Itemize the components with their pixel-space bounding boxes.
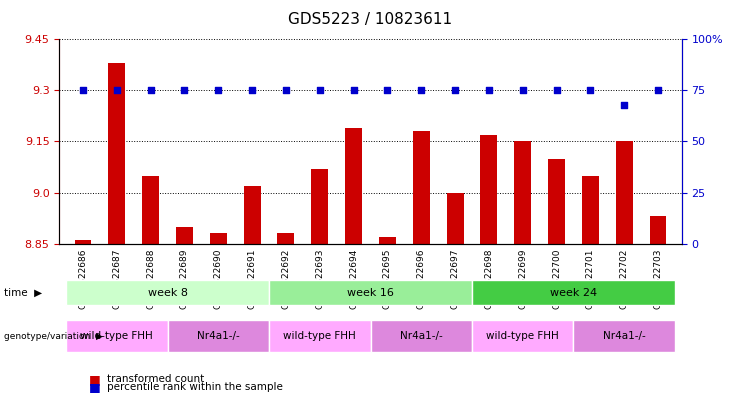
Point (516, 87, 528, 94)
Bar (480, 135, 497, 244)
Bar (650, 217, 666, 244)
Text: wild-type FHH: wild-type FHH (486, 331, 559, 341)
Text: time  ▶: time ▶ (4, 288, 41, 298)
FancyBboxPatch shape (574, 320, 675, 352)
Bar (447, 193, 464, 244)
Bar (75, 240, 91, 244)
Text: Nr4a1-/-: Nr4a1-/- (603, 331, 645, 341)
Point (111, 87, 123, 94)
Bar (548, 158, 565, 244)
Text: Nr4a1-/-: Nr4a1-/- (197, 331, 239, 341)
Bar (379, 237, 396, 244)
Text: ■: ■ (89, 373, 101, 386)
Text: transformed count: transformed count (107, 374, 205, 384)
Text: GDS5223 / 10823611: GDS5223 / 10823611 (288, 12, 453, 27)
Point (618, 101, 630, 108)
Point (483, 87, 495, 94)
Point (415, 87, 427, 94)
Text: wild-type FHH: wild-type FHH (81, 331, 153, 341)
Bar (142, 176, 159, 244)
Text: week 8: week 8 (147, 288, 187, 298)
Point (144, 87, 156, 94)
FancyBboxPatch shape (66, 281, 269, 305)
Bar (616, 141, 633, 244)
Text: percentile rank within the sample: percentile rank within the sample (107, 382, 283, 392)
Point (551, 87, 562, 94)
Bar (108, 63, 125, 244)
FancyBboxPatch shape (472, 320, 574, 352)
Text: Nr4a1-/-: Nr4a1-/- (400, 331, 442, 341)
Bar (514, 141, 531, 244)
Point (77, 87, 89, 94)
Point (585, 87, 597, 94)
FancyBboxPatch shape (269, 320, 370, 352)
FancyBboxPatch shape (66, 320, 167, 352)
Bar (210, 233, 227, 244)
Point (280, 87, 292, 94)
FancyBboxPatch shape (167, 320, 269, 352)
Bar (277, 233, 294, 244)
Bar (244, 186, 261, 244)
Text: week 24: week 24 (550, 288, 597, 298)
Point (246, 87, 258, 94)
FancyBboxPatch shape (269, 281, 472, 305)
Point (449, 87, 461, 94)
Text: wild-type FHH: wild-type FHH (283, 331, 356, 341)
Point (213, 87, 225, 94)
FancyBboxPatch shape (472, 281, 675, 305)
Bar (413, 131, 430, 244)
Point (314, 87, 326, 94)
Bar (582, 176, 599, 244)
Text: genotype/variation  ▶: genotype/variation ▶ (4, 332, 102, 340)
FancyBboxPatch shape (370, 320, 472, 352)
Bar (176, 227, 193, 244)
Bar (345, 128, 362, 244)
Text: week 16: week 16 (347, 288, 394, 298)
Point (348, 87, 359, 94)
Point (382, 87, 393, 94)
Text: ■: ■ (89, 380, 101, 393)
Bar (311, 169, 328, 244)
Point (179, 87, 190, 94)
Point (652, 87, 664, 94)
